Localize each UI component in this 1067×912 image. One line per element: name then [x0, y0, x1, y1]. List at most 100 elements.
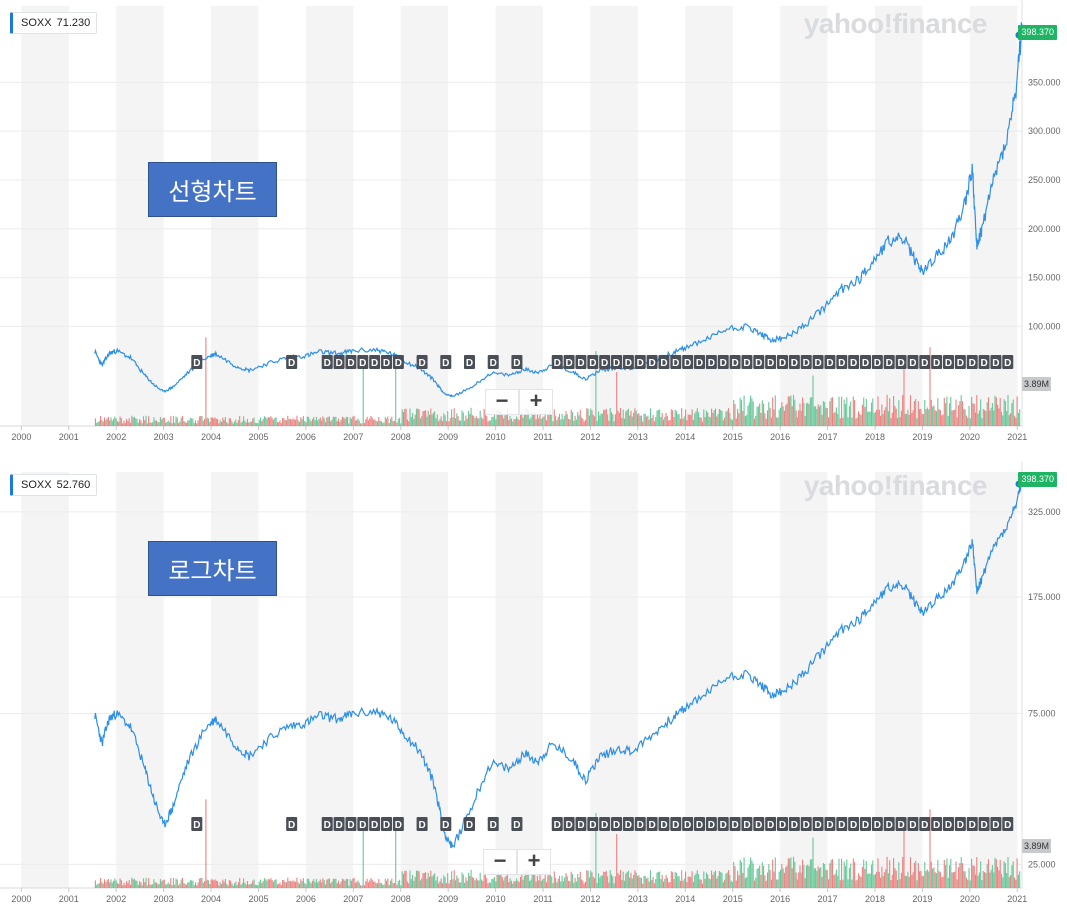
volume-bar [276, 884, 278, 888]
volume-bar [661, 875, 663, 888]
volume-bar [822, 863, 824, 888]
volume-bar [449, 880, 451, 888]
volume-bar [981, 880, 983, 888]
volume-bar [531, 412, 533, 426]
volume-bar [722, 882, 724, 888]
volume-bar [126, 418, 128, 426]
volume-bar [371, 879, 373, 888]
volume-bar [188, 420, 190, 426]
volume-bar [291, 419, 293, 426]
volume-bar [254, 884, 256, 888]
volume-bar [692, 882, 694, 888]
volume-bar [200, 416, 202, 426]
zoom-in-button[interactable]: + [519, 389, 553, 415]
dividend-badge-label: D [755, 820, 762, 831]
volume-bar [201, 415, 203, 426]
volume-bar [435, 418, 437, 426]
volume-bar [685, 871, 687, 888]
volume-bar [974, 874, 977, 888]
volume-bar [410, 416, 412, 426]
volume-bar [249, 883, 251, 888]
x-tick-label: 2014 [675, 894, 695, 904]
zoom-in-button[interactable]: + [517, 849, 551, 875]
volume-bar [822, 401, 824, 426]
volume-bar [157, 422, 159, 426]
volume-bar [144, 882, 146, 888]
dividend-badge-label: D [613, 358, 620, 369]
volume-bar [513, 881, 515, 888]
volume-bar [747, 867, 749, 888]
volume-bar [779, 407, 782, 426]
volume-bar [971, 858, 973, 888]
volume-bar [859, 413, 861, 426]
dividend-badge: D [682, 817, 694, 831]
volume-bar [185, 422, 187, 426]
volume-bar [792, 856, 795, 888]
volume-bar [907, 871, 909, 888]
volume-bar [552, 883, 554, 888]
volume-bar [921, 413, 923, 426]
y-tick-label: 100.000 [1028, 321, 1061, 331]
volume-bar [815, 868, 817, 888]
volume-bar [887, 873, 889, 888]
volume-bar [365, 419, 367, 426]
volume-bar [336, 883, 338, 888]
volume-bar [163, 879, 165, 888]
volume-bar [123, 882, 125, 888]
dividend-badge: D [634, 355, 646, 369]
volume-bar [930, 861, 932, 888]
volume-bar [955, 861, 957, 888]
volume-bar [220, 422, 223, 426]
volume-bar [491, 878, 493, 888]
zoom-out-button[interactable]: − [485, 389, 519, 415]
volume-bar [324, 884, 327, 888]
volume-bar [912, 872, 914, 888]
volume-bar [856, 879, 858, 888]
dividend-badge: D [440, 355, 452, 369]
volume-bar [492, 416, 494, 426]
dividend-badge-bg [381, 817, 393, 831]
volume-bar [432, 874, 434, 888]
volume-bar [876, 871, 878, 888]
volume-bar [808, 404, 810, 426]
volume-bar [847, 417, 849, 426]
volume-bar [885, 869, 887, 888]
y-tick-label: 350.000 [1028, 77, 1061, 87]
ticker-badge[interactable]: SOXX 71.230 [10, 12, 98, 34]
dividend-badge-bg [511, 817, 523, 831]
volume-bar [366, 416, 368, 426]
dividend-badge: D [848, 817, 860, 831]
volume-bar [487, 421, 489, 426]
volume-bar [656, 410, 658, 426]
volume-bar [907, 409, 909, 426]
volume-bar [422, 411, 424, 426]
volume-bar [176, 417, 178, 426]
volume-bar [163, 417, 165, 426]
volume-bar [922, 876, 925, 888]
volume-bar [612, 414, 614, 426]
volume-bar [969, 880, 971, 888]
volume-bar [269, 879, 271, 888]
volume-bar [782, 868, 784, 888]
volume-bar [263, 878, 265, 888]
linear-chart-panel: 100.000 150.000 200.000 250.000 300.000 350.0… [0, 0, 1067, 452]
zoom-out-button[interactable]: − [483, 849, 517, 875]
volume-bar [987, 397, 990, 426]
volume-bar [427, 872, 429, 888]
dividend-badge-bg [658, 817, 670, 831]
volume-bar [564, 877, 566, 888]
volume-bar [257, 885, 259, 888]
volume-bar [614, 414, 616, 426]
yahoo-finance-watermark: yahoo!finance [803, 470, 988, 501]
volume-bar [711, 870, 713, 888]
volume-bar [653, 421, 655, 426]
dividend-badge-label: D [442, 820, 449, 831]
volume-bar [284, 419, 286, 426]
dividend-badge: D [357, 817, 369, 831]
ticker-badge[interactable]: SOXX 52.760 [10, 474, 98, 496]
volume-bar [789, 396, 791, 426]
volume-bar [167, 420, 169, 426]
volume-bar [327, 878, 329, 888]
volume-bar [735, 418, 737, 426]
dividend-badge-bg [333, 355, 345, 369]
